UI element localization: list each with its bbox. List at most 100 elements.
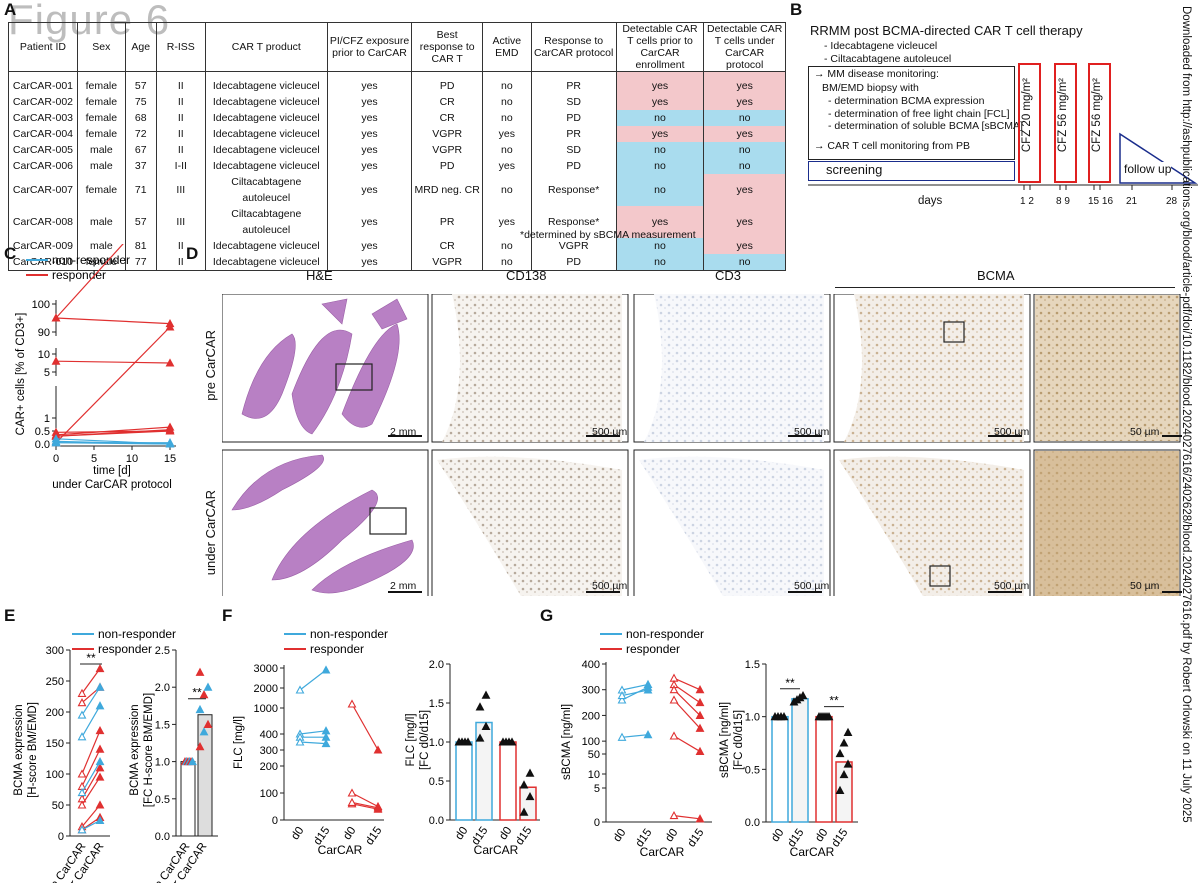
data-point bbox=[507, 737, 517, 746]
table-cell: yes bbox=[703, 238, 786, 254]
table-cell: PD bbox=[530, 158, 617, 174]
tick-label: 5 bbox=[44, 367, 50, 379]
data-point bbox=[295, 685, 305, 694]
tick-label: 250 bbox=[46, 676, 64, 688]
table-cell: Idecabtagene vicleucel bbox=[204, 238, 328, 254]
table-header: Response to CarCAR protocol bbox=[530, 22, 617, 72]
scale-bar-label: 50 µm bbox=[1130, 426, 1160, 438]
scale-bar-label: 2 mm bbox=[390, 426, 417, 438]
y-axis-label: sBCMA [ng/ml] bbox=[561, 704, 573, 780]
data-point bbox=[77, 688, 87, 697]
table-row: CarCAR-009 male 81 II Idecabtagene vicleucel… bbox=[8, 238, 786, 254]
tick-label: 400 bbox=[260, 729, 278, 741]
data-point bbox=[779, 712, 789, 721]
tick-label: 2.5 bbox=[155, 645, 170, 657]
table-cell: SD bbox=[530, 142, 617, 158]
table-cell: PD bbox=[530, 254, 617, 271]
y-axis-label-2: [FC d0/d15] bbox=[733, 710, 745, 770]
data-point bbox=[373, 745, 383, 754]
table-header: PI/CFZ exposure prior to CarCAR bbox=[326, 22, 413, 72]
legend-nonresponder: non-responder bbox=[52, 253, 130, 267]
table-cell: Idecabtagene vicleucel bbox=[204, 71, 328, 94]
data-point bbox=[525, 791, 535, 801]
table-cell: VGPR bbox=[411, 254, 483, 271]
tick-label: 0.5 bbox=[155, 794, 170, 806]
data-point bbox=[798, 690, 808, 700]
data-point bbox=[77, 710, 87, 719]
table-row: CarCAR-002 female 75 II Idecabtagene vicleuc… bbox=[8, 94, 786, 110]
monitoring-line: - determination of soluble BCMA [sBCMA] bbox=[828, 120, 1023, 132]
tick-label: 1.0 bbox=[155, 757, 170, 769]
table-cell: Response* bbox=[530, 174, 617, 206]
table-cell: Response* bbox=[530, 206, 617, 238]
data-point bbox=[95, 763, 105, 772]
data-point bbox=[843, 727, 853, 737]
table-cell: female bbox=[76, 71, 126, 94]
tick-label: 150 bbox=[46, 738, 64, 750]
table-cell: Ciltacabtagene autoleucel bbox=[204, 206, 328, 238]
y-axis-label-2: [H-score BM/EMD] bbox=[27, 702, 39, 798]
data-point bbox=[321, 738, 331, 748]
table-cell: CarCAR-004 bbox=[8, 126, 78, 142]
data-point bbox=[165, 439, 175, 448]
table-cell: yes bbox=[326, 158, 413, 174]
y-axis-label: CAR+ cells [% of CD3+] bbox=[15, 313, 27, 436]
patient-table: Patient ID Sex Age R-ISS CAR T product PI/CFZ… bbox=[8, 22, 786, 271]
bcma-zoom-image bbox=[1033, 294, 1182, 443]
data-point bbox=[95, 682, 105, 691]
panel-label-g: G bbox=[540, 606, 554, 625]
legend-responder: responder bbox=[310, 642, 364, 656]
table-cell: no bbox=[615, 110, 705, 126]
series-line-non-responder bbox=[77, 682, 105, 719]
cd138-image bbox=[431, 294, 629, 443]
series-line-non-responder bbox=[295, 737, 331, 748]
tick-label: 0.5 bbox=[745, 764, 760, 776]
data-point bbox=[77, 825, 87, 834]
data-point bbox=[695, 685, 705, 694]
series-line-responder bbox=[669, 685, 705, 719]
data-point bbox=[188, 756, 197, 766]
screening-label: screening bbox=[826, 162, 883, 177]
table-cell: I-II bbox=[155, 158, 206, 174]
table-cell: no bbox=[615, 238, 705, 254]
days-label: days bbox=[918, 195, 943, 207]
row-pre: pre CarCAR bbox=[203, 330, 218, 401]
chart-e-right: 0.0 0.5 1.0 1.5 2.0 2.5 BCMA expression [FC H-s… bbox=[129, 645, 218, 883]
table-cell: 71 bbox=[124, 174, 157, 206]
data-point bbox=[195, 667, 205, 676]
table-cell: 67 bbox=[124, 142, 157, 158]
table-cell: 57 bbox=[124, 71, 157, 94]
tick-label: 0.5 bbox=[429, 776, 444, 788]
table-cell: yes bbox=[482, 206, 532, 238]
data-point bbox=[519, 780, 529, 789]
data-point bbox=[843, 759, 853, 768]
category-label: d0 bbox=[289, 825, 306, 842]
data-point bbox=[347, 797, 357, 806]
table-row: CarCAR-007 female 71 III Ciltacabtagene auto… bbox=[8, 174, 786, 206]
tick-label: 50 bbox=[588, 749, 600, 761]
table-cell: female bbox=[76, 94, 126, 110]
tick-label: 15 bbox=[164, 453, 176, 465]
table-header: Age bbox=[124, 22, 157, 72]
data-point bbox=[95, 800, 105, 809]
data-point bbox=[77, 732, 87, 741]
panel-b-timeline: RRMM post BCMA-directed CAR T cell thera… bbox=[788, 0, 1200, 240]
data-point bbox=[347, 788, 357, 797]
chart-c-axes: 100 90 10 5 10.50.00 5 10 15 time [d] under CarCA… bbox=[15, 299, 176, 491]
table-cell: PR bbox=[530, 126, 617, 142]
tick-label: 0.0 bbox=[745, 817, 760, 829]
data-point bbox=[77, 769, 87, 778]
data-point bbox=[839, 738, 849, 747]
data-point bbox=[77, 698, 87, 707]
data-point bbox=[669, 731, 679, 740]
data-point bbox=[347, 699, 357, 708]
table-cell: CarCAR-008 bbox=[8, 206, 78, 238]
monitoring-line: BM/EMD biopsy with bbox=[822, 82, 919, 94]
day-tick: 28 bbox=[1166, 196, 1178, 207]
data-point bbox=[617, 732, 627, 741]
significance-mark: ** bbox=[829, 694, 839, 708]
table-cell: no bbox=[703, 254, 786, 271]
scale-bar-label: 500 µm bbox=[994, 580, 1030, 592]
